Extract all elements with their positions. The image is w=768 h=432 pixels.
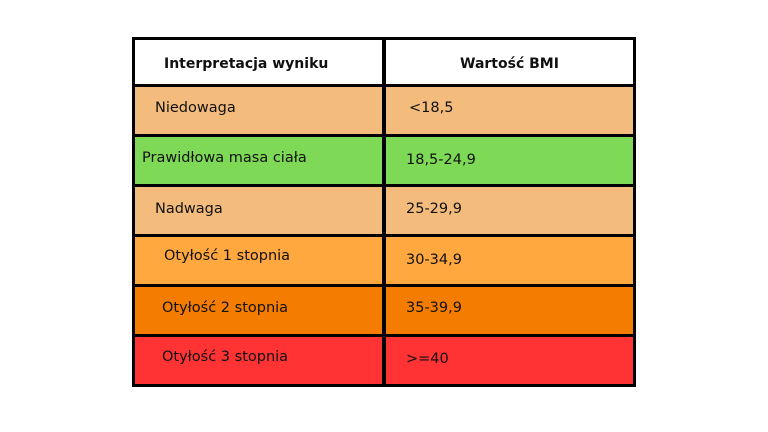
row-value: 30-34,9 <box>386 237 633 284</box>
bmi-table: Interpretacja wyniku Wartość BMI Niedowa… <box>132 37 636 387</box>
header-bmi-value: Wartość BMI <box>386 40 633 84</box>
row-value: 25-29,9 <box>386 187 633 234</box>
header-interpretation: Interpretacja wyniku <box>135 40 382 84</box>
row-label: Nadwaga <box>135 187 382 234</box>
row-label: Prawidłowa masa ciała <box>135 137 382 184</box>
row-value: 35-39,9 <box>386 287 633 334</box>
row-label: Otyłość 2 stopnia <box>135 287 382 334</box>
row-label: Otyłość 3 stopnia <box>135 337 382 384</box>
row-label: Otyłość 1 stopnia <box>135 237 382 284</box>
row-label: Niedowaga <box>135 87 382 134</box>
row-value: 18,5-24,9 <box>386 137 633 184</box>
row-value: <18,5 <box>386 87 633 134</box>
row-value: >=40 <box>386 337 633 384</box>
